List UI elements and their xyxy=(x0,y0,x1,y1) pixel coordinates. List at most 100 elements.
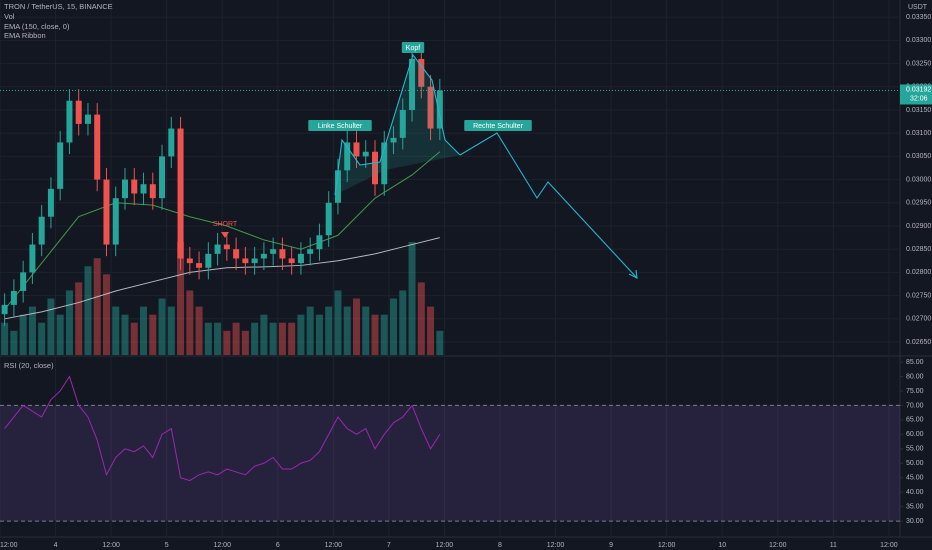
volume-bar xyxy=(334,290,342,355)
candle-body xyxy=(214,244,221,254)
candle-body xyxy=(1,304,8,315)
candle-body xyxy=(112,198,119,245)
volume-bar xyxy=(325,306,333,355)
candle-body xyxy=(10,290,17,305)
candle-body xyxy=(381,142,388,185)
volume-bar xyxy=(112,306,120,355)
pattern-fill xyxy=(335,55,460,195)
y-tick-label: 75.00 xyxy=(906,388,924,395)
legend-volume: Vol xyxy=(4,12,15,21)
volume-bar xyxy=(399,290,407,355)
y-tick-label: 45.00 xyxy=(906,475,924,482)
y-tick-label: 0.02850 xyxy=(906,246,931,253)
volume-bar xyxy=(408,242,416,355)
volume-bar xyxy=(10,330,18,355)
volume-bar xyxy=(65,290,73,355)
x-tick-label: 12:00 xyxy=(213,542,231,549)
candle-body xyxy=(418,58,425,87)
y-tick-label: 0.02650 xyxy=(906,339,931,346)
x-tick-label: 4 xyxy=(54,542,58,549)
grid xyxy=(0,0,903,537)
candle-body xyxy=(409,58,416,110)
volume-bar xyxy=(241,330,249,355)
candle-body xyxy=(344,142,351,171)
rsi-line xyxy=(4,375,441,482)
candle-body xyxy=(47,188,54,217)
x-tick-label: 12:00 xyxy=(325,542,343,549)
x-tick-label: 12:00 xyxy=(547,542,565,549)
y-tick-label: 85.00 xyxy=(906,359,924,366)
x-tick-label: 10 xyxy=(718,542,726,549)
legend-entry: EMA Ribbon xyxy=(4,31,46,40)
volume-bar xyxy=(28,306,36,355)
candle-body xyxy=(131,179,138,194)
volume-bar xyxy=(315,314,323,355)
y-tick-label: 40.00 xyxy=(906,489,924,496)
candle-body xyxy=(196,263,203,268)
arrow-head xyxy=(628,269,638,279)
candle-body xyxy=(288,258,295,264)
x-tick-label: 12:00 xyxy=(769,542,787,549)
candle-body xyxy=(233,249,240,259)
volume-bar xyxy=(251,322,259,355)
volume-bar xyxy=(121,314,129,355)
x-tick-label: 9 xyxy=(609,542,613,549)
candle-body xyxy=(159,156,166,199)
volume-bar xyxy=(436,330,444,355)
x-tick-label: 11 xyxy=(830,542,837,549)
volume-bar xyxy=(417,282,425,355)
annotation: Linke Schulter xyxy=(318,123,363,130)
indicator-line xyxy=(4,237,440,320)
candle-body xyxy=(242,258,249,264)
volume-bar xyxy=(427,306,435,355)
y-tick-label: 0.03000 xyxy=(906,176,931,183)
candle-body xyxy=(427,86,434,129)
y-tick-label: 0.02750 xyxy=(906,292,931,299)
projection-line xyxy=(459,132,638,279)
volume-bar xyxy=(204,322,212,355)
y-tick-label: 0.02950 xyxy=(906,200,931,207)
candle-body xyxy=(399,109,406,138)
y-tick-label: 60.00 xyxy=(906,431,924,438)
candle-body xyxy=(103,179,110,245)
volume-bar xyxy=(269,322,277,355)
y-tick-label: 80.00 xyxy=(906,373,924,380)
x-tick-label: 5 xyxy=(165,542,169,549)
y-tick-label: 35.00 xyxy=(906,503,924,510)
candle-body xyxy=(66,100,73,143)
candle-body xyxy=(334,170,341,203)
volume-bar xyxy=(93,258,101,355)
pattern-drawing xyxy=(334,53,638,279)
volume-bar xyxy=(186,290,194,355)
x-tick-label: 8 xyxy=(498,542,502,549)
volume-bar xyxy=(38,322,46,355)
volume-bar xyxy=(75,282,83,355)
candle-body xyxy=(140,184,147,194)
candle-body xyxy=(372,151,378,185)
y-tick-label: 70.00 xyxy=(906,402,924,409)
candle-body xyxy=(205,253,212,268)
volume-bar xyxy=(84,266,92,355)
volume-bar xyxy=(260,314,268,355)
annotation: Kopf xyxy=(406,45,420,52)
volume-bar xyxy=(362,306,370,355)
annotation-box xyxy=(464,120,532,131)
candle-body xyxy=(260,253,267,259)
volume-bar xyxy=(177,242,185,355)
volume-bar xyxy=(1,322,9,355)
y-tick-label: 0.03050 xyxy=(906,153,931,160)
volume-bar xyxy=(297,314,305,355)
candle-body xyxy=(75,100,82,124)
marks xyxy=(0,47,900,482)
x-tick-label: 12:00 xyxy=(880,542,898,549)
rsi-title: RSI (20, close) xyxy=(4,361,54,370)
annotation: Rechte Schulter xyxy=(473,123,523,130)
annotation: SHORT xyxy=(213,221,238,228)
volume-bar xyxy=(56,314,64,355)
candle-body xyxy=(38,216,45,245)
volume-bar xyxy=(195,306,203,355)
y-tick-label: 0.03300 xyxy=(906,37,931,44)
candle-body xyxy=(29,244,36,273)
candle-body xyxy=(20,272,27,291)
